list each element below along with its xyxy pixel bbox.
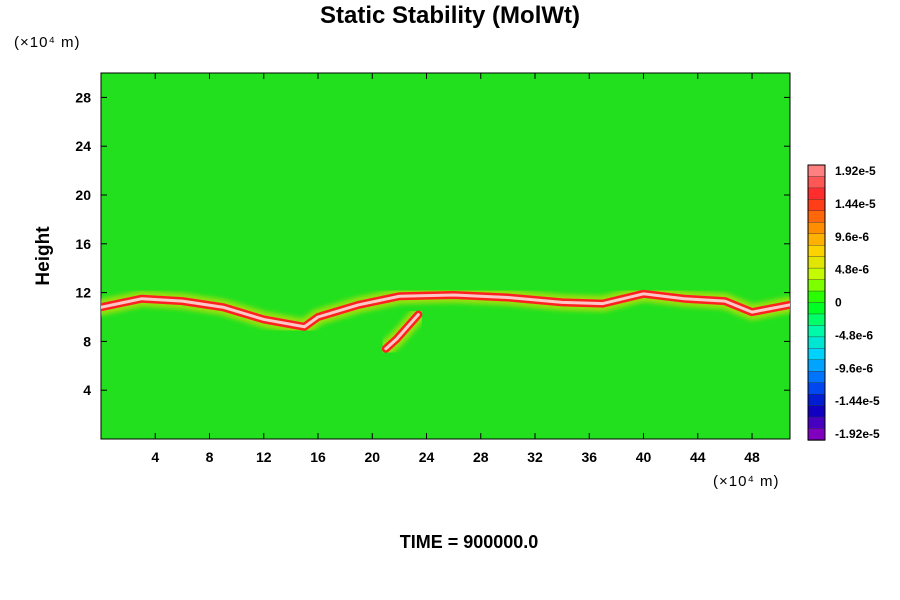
colorbar-segment [807,359,826,372]
time-label: TIME = 900000.0 [399,532,539,552]
colorbar-segment [807,290,826,304]
plot-area [100,72,791,440]
colorbar-label: -1.44e-5 [835,394,880,408]
x-tick-label: 4 [151,449,159,465]
x-tick-label: 16 [310,449,326,465]
colorbar-segment [807,267,826,281]
colorbar-label: -1.92e-5 [835,427,880,441]
colorbar-segment [807,210,826,223]
y-tick-label: 4 [83,382,91,398]
colorbar-segment [807,336,826,350]
colorbar-label: 1.92e-5 [835,164,876,178]
colorbar-frame [807,164,826,441]
y-tick-label: 20 [75,187,91,203]
y-tick-label: 12 [75,285,91,301]
y-tick-label: 28 [75,89,91,105]
colorbar-label: -4.8e-6 [835,328,873,342]
colorbar-segment [807,428,826,441]
colorbar-label: 0 [835,296,842,310]
colorbar-label: 1.44e-5 [835,197,876,211]
colorbar-segment [807,164,826,178]
x-tick-label: 12 [256,449,272,465]
colorbar-segment [807,187,826,201]
y-tick-label: 24 [75,138,91,154]
feature-lower-disturbance [377,306,427,357]
x-tick-label: 20 [364,449,380,465]
colorbar-segment [807,256,826,269]
chart-title: Static Stability (MolWt) [320,2,580,29]
colorbar-segment [807,199,826,212]
colorbar-label: 9.6e-6 [835,230,869,244]
x-tick-label: 24 [419,449,435,465]
colorbar-segment [807,302,826,315]
colorbar-segment [807,348,826,361]
colorbar-segment [807,405,826,418]
colorbar-label: 4.8e-6 [835,263,869,277]
feature-peak [384,313,420,351]
x-tick-label: 48 [744,449,760,465]
colorbar-segment [807,313,826,327]
colorbar-segment [807,325,826,338]
x-tick-label: 28 [473,449,489,465]
y-tick-label: 16 [75,236,91,252]
colorbar-segment [807,222,826,235]
x-unit-label: (×10⁴ m) [713,473,780,490]
colorbar-segment [807,279,826,292]
colorbar-segment [807,416,826,430]
x-tick-label: 40 [636,449,652,465]
colorbar-segment [807,233,826,246]
x-tick-label: 32 [527,449,543,465]
colorbar-segment [807,382,826,395]
colorbar-label: -9.6e-6 [835,361,873,375]
colorbar-segment [807,245,826,258]
y-unit-label: (×10⁴ m) [14,34,81,51]
colorbar-segment [807,393,826,407]
y-axis-label: Height [33,226,54,286]
colorbar-segment [807,176,826,189]
feature-tropopause-stable-band [101,285,790,335]
x-tick-label: 8 [206,449,214,465]
colorbar-segment [807,371,826,384]
feature-peak [101,292,790,329]
x-tick-label: 44 [690,449,706,465]
y-tick-label: 8 [83,333,91,349]
x-tick-label: 36 [581,449,597,465]
